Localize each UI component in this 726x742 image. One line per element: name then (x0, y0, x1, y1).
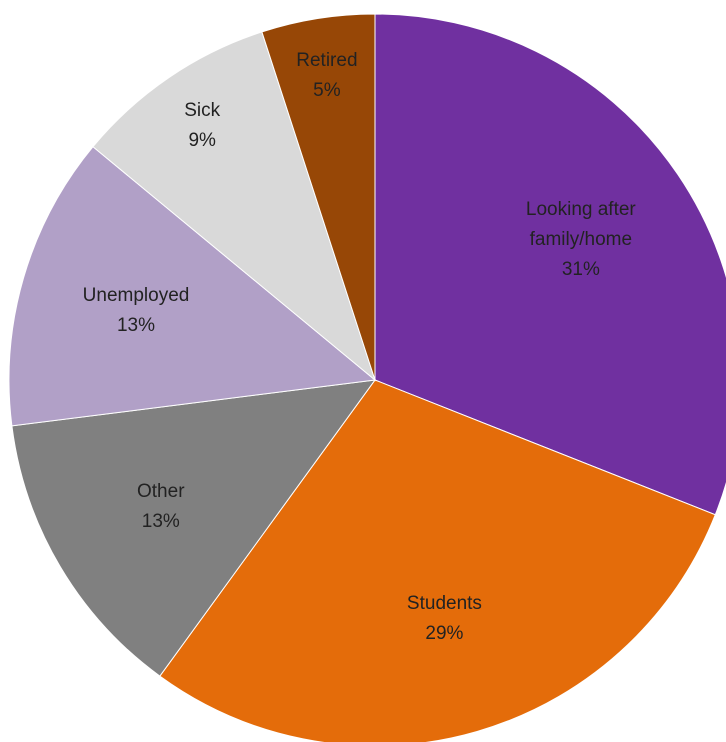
category-label: Unemployed (82, 284, 190, 306)
pie-slice (374, 13, 726, 516)
pie-slice (92, 31, 377, 382)
pie-slice (11, 379, 377, 677)
slice-label: Unemployed 13% (61, 281, 211, 341)
pie-slice (8, 145, 377, 427)
slice-label: Sick 9% (127, 96, 277, 156)
pie-slice (261, 13, 376, 381)
slice-label: Other 13% (86, 477, 236, 537)
category-label: Sick (184, 99, 221, 121)
category-label: Other (137, 480, 185, 502)
value-label: 31% (561, 259, 600, 281)
value-label: 29% (425, 622, 464, 644)
value-label: 13% (141, 510, 180, 532)
slice-label: Retired 5% (252, 46, 402, 106)
value-label: 13% (116, 314, 156, 336)
value-label: 5% (313, 80, 341, 102)
category-label: Students (406, 592, 482, 614)
category-label: Looking after family/home (525, 199, 636, 251)
value-label: 9% (188, 129, 216, 151)
category-label: Retired (296, 50, 358, 72)
pie-slice (159, 379, 716, 742)
slice-label: Looking after family/home 31% (506, 195, 656, 285)
slice-label: Students 29% (369, 589, 519, 649)
